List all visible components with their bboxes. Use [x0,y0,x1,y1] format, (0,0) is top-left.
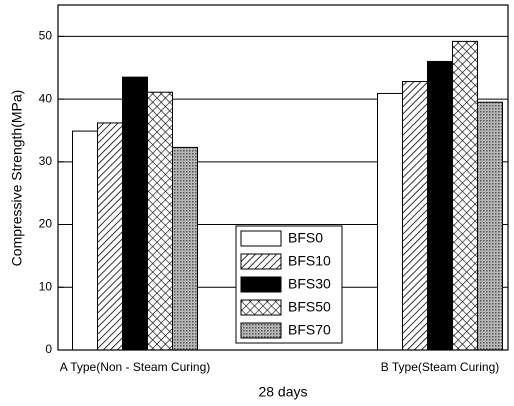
legend-label: BFS70 [288,322,331,338]
legend-swatch [240,299,282,316]
y-tick-label: 40 [39,91,53,105]
legend-swatch [240,322,282,339]
x-tick-label: B Type(Steam Curing) [381,360,500,374]
bar [72,130,98,351]
bar [427,60,453,351]
legend-label: BFS30 [288,276,331,292]
plot-frame [57,4,509,351]
legend-label: BFS50 [288,299,331,315]
bar [402,81,428,351]
y-tick-label: 50 [39,29,53,43]
bar [147,91,173,351]
legend-swatch [240,276,282,293]
legend-label: BFS10 [288,253,331,269]
legend-label: BFS0 [288,230,323,246]
bar [477,101,503,351]
bar [377,92,403,351]
legend-swatch [240,230,282,247]
legend-swatch [240,253,282,270]
y-tick-label: 10 [39,279,53,293]
y-tick-label: 0 [45,342,52,356]
bar [452,40,478,351]
y-tick-label: 30 [39,154,53,168]
bar [97,122,123,351]
x-tick-label: A Type(Non - Steam Curing) [60,360,211,374]
bar [122,76,148,351]
y-axis-label: Compressive Strength(MPa) [9,90,25,267]
y-tick-label: 20 [39,217,53,231]
bar [172,146,198,351]
x-axis-label: 28 days [258,384,307,400]
